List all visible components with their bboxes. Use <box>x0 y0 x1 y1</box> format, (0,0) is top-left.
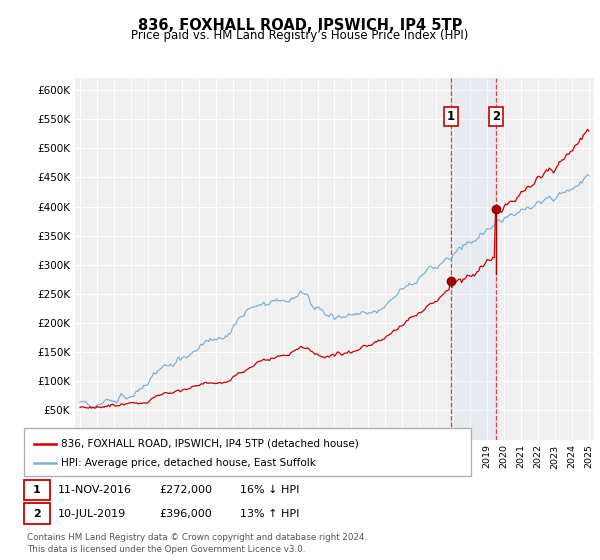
Text: 11-NOV-2016: 11-NOV-2016 <box>58 485 132 495</box>
Text: 1: 1 <box>33 485 41 495</box>
Text: 13% ↑ HPI: 13% ↑ HPI <box>240 508 299 519</box>
Text: This data is licensed under the Open Government Licence v3.0.: This data is licensed under the Open Gov… <box>27 545 305 554</box>
Text: 2: 2 <box>33 508 41 519</box>
Text: 836, FOXHALL ROAD, IPSWICH, IP4 5TP (detached house): 836, FOXHALL ROAD, IPSWICH, IP4 5TP (det… <box>61 439 358 449</box>
Text: Contains HM Land Registry data © Crown copyright and database right 2024.: Contains HM Land Registry data © Crown c… <box>27 533 367 542</box>
Text: 1: 1 <box>447 110 455 123</box>
Text: Price paid vs. HM Land Registry’s House Price Index (HPI): Price paid vs. HM Land Registry’s House … <box>131 29 469 42</box>
Text: 836, FOXHALL ROAD, IPSWICH, IP4 5TP: 836, FOXHALL ROAD, IPSWICH, IP4 5TP <box>138 18 462 33</box>
Text: 16% ↓ HPI: 16% ↓ HPI <box>240 485 299 495</box>
Text: HPI: Average price, detached house, East Suffolk: HPI: Average price, detached house, East… <box>61 458 316 468</box>
Text: 10-JUL-2019: 10-JUL-2019 <box>58 508 127 519</box>
Text: £272,000: £272,000 <box>159 485 212 495</box>
Text: 2: 2 <box>492 110 500 123</box>
Bar <box>451 78 496 440</box>
Text: £396,000: £396,000 <box>159 508 212 519</box>
